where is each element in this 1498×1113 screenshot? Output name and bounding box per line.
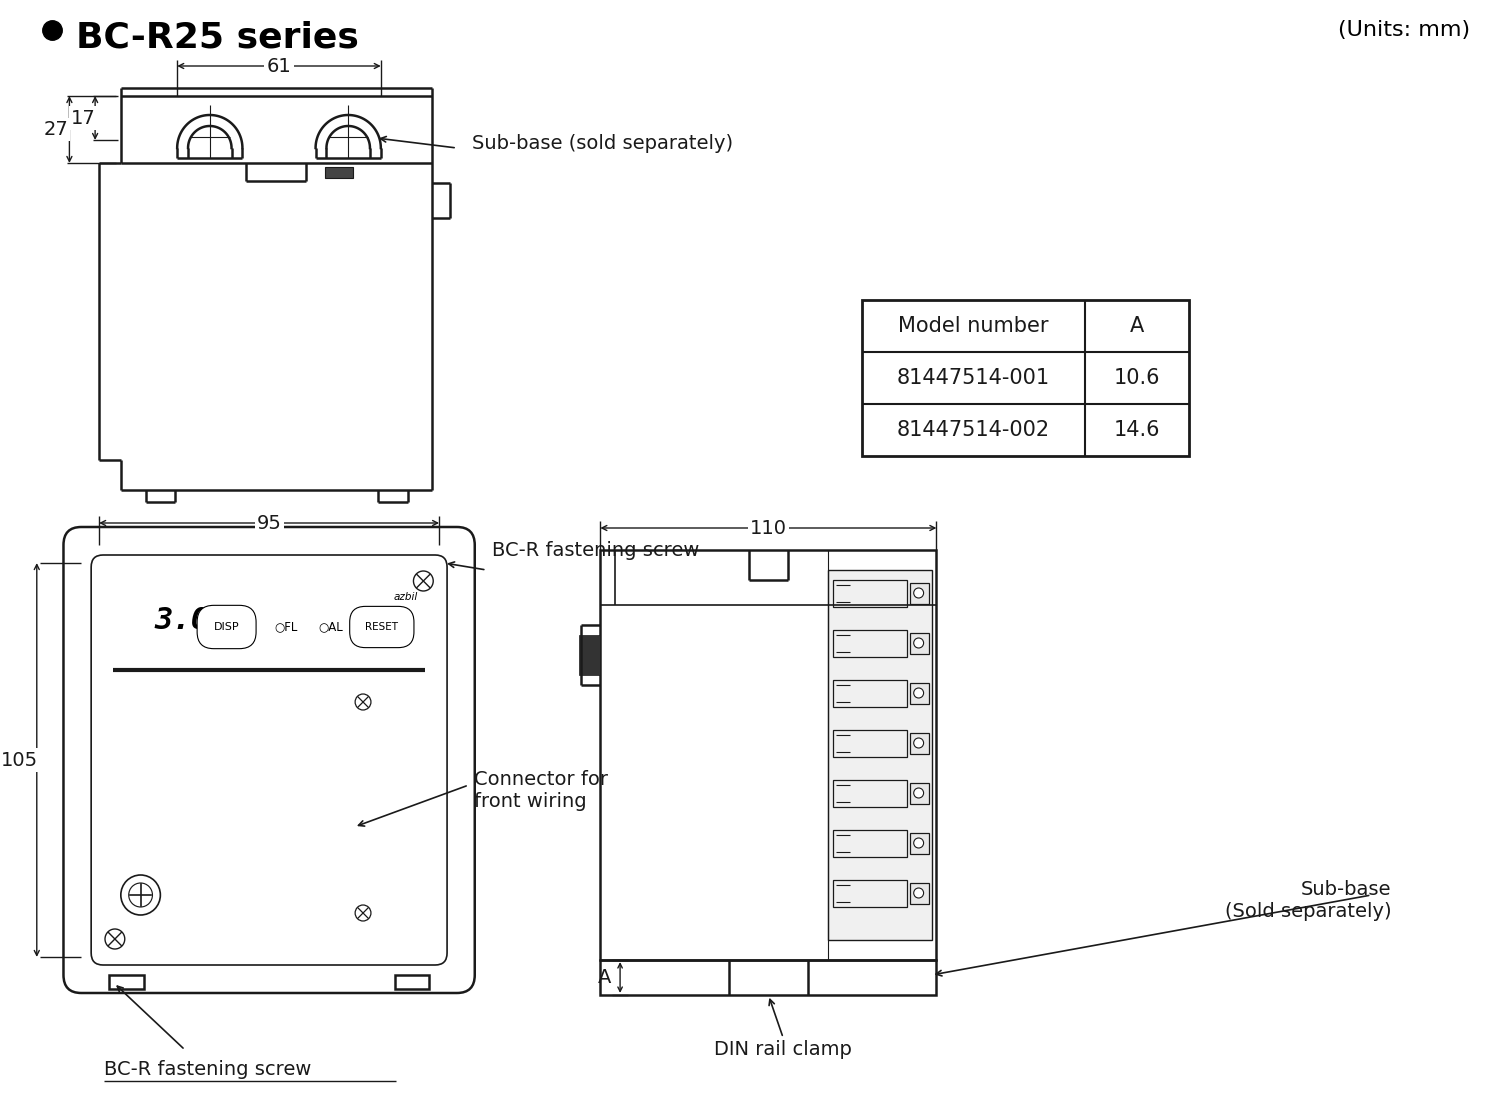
Text: 10.6: 10.6 [1113, 368, 1159, 388]
Text: azbil: azbil [392, 592, 418, 602]
Circle shape [355, 905, 372, 920]
Bar [833, 630, 906, 657]
Text: Model number: Model number [899, 316, 1049, 336]
Circle shape [914, 638, 924, 648]
Bar [833, 880, 906, 907]
Text: Sub-base (sold separately): Sub-base (sold separately) [472, 134, 733, 152]
Text: 110: 110 [750, 519, 786, 538]
Bar [578, 636, 601, 674]
Bar [833, 580, 906, 607]
Text: 27: 27 [43, 120, 67, 139]
Circle shape [914, 738, 924, 748]
Text: Sub-base
(Sold separately): Sub-base (Sold separately) [1224, 880, 1392, 920]
Text: DISP: DISP [214, 622, 240, 632]
FancyBboxPatch shape [91, 555, 446, 965]
Bar [601, 550, 936, 961]
Bar [909, 733, 929, 754]
Text: 81447514-002: 81447514-002 [897, 420, 1050, 440]
Text: DIN rail clamp: DIN rail clamp [715, 1040, 852, 1058]
Circle shape [355, 695, 372, 710]
Bar [112, 577, 425, 662]
Text: 14.6: 14.6 [1113, 420, 1159, 440]
Text: 17: 17 [70, 108, 96, 128]
Bar [909, 633, 929, 654]
Bar [909, 683, 929, 705]
Bar [909, 833, 929, 854]
Bar [833, 830, 906, 857]
Circle shape [105, 929, 124, 949]
Bar [833, 730, 906, 757]
Bar [351, 682, 424, 933]
Text: BC-R25 series: BC-R25 series [76, 20, 360, 55]
Circle shape [413, 571, 433, 591]
Text: Connector for
front wiring: Connector for front wiring [473, 770, 608, 811]
Circle shape [914, 888, 924, 898]
Text: 95: 95 [256, 513, 282, 532]
Bar [394, 975, 430, 989]
Bar [325, 167, 354, 178]
Circle shape [914, 788, 924, 798]
Circle shape [914, 588, 924, 598]
Text: 105: 105 [0, 750, 37, 769]
Bar [833, 680, 906, 707]
Text: (Units: mm): (Units: mm) [1338, 20, 1471, 40]
Text: 61: 61 [267, 57, 292, 76]
Bar [828, 570, 932, 940]
Circle shape [129, 883, 153, 907]
Text: A: A [598, 967, 611, 986]
Circle shape [121, 875, 160, 915]
Bar [909, 784, 929, 804]
Text: A: A [1129, 316, 1144, 336]
Text: 81447514-001: 81447514-001 [897, 368, 1050, 388]
Text: BC-R fastening screw: BC-R fastening screw [491, 541, 700, 560]
Text: BC-R fastening screw: BC-R fastening screw [103, 1060, 312, 1078]
Bar [909, 583, 929, 604]
Text: RESET: RESET [366, 622, 398, 632]
Bar [909, 883, 929, 904]
Bar [833, 780, 906, 807]
Text: 3.0.: 3.0. [154, 605, 228, 634]
FancyBboxPatch shape [63, 526, 475, 993]
Bar [109, 975, 144, 989]
Circle shape [914, 838, 924, 848]
Circle shape [914, 688, 924, 698]
Text: ○AL: ○AL [318, 621, 343, 633]
Bar [601, 961, 936, 995]
Bar [863, 301, 1188, 456]
Text: ○FL: ○FL [274, 621, 298, 633]
